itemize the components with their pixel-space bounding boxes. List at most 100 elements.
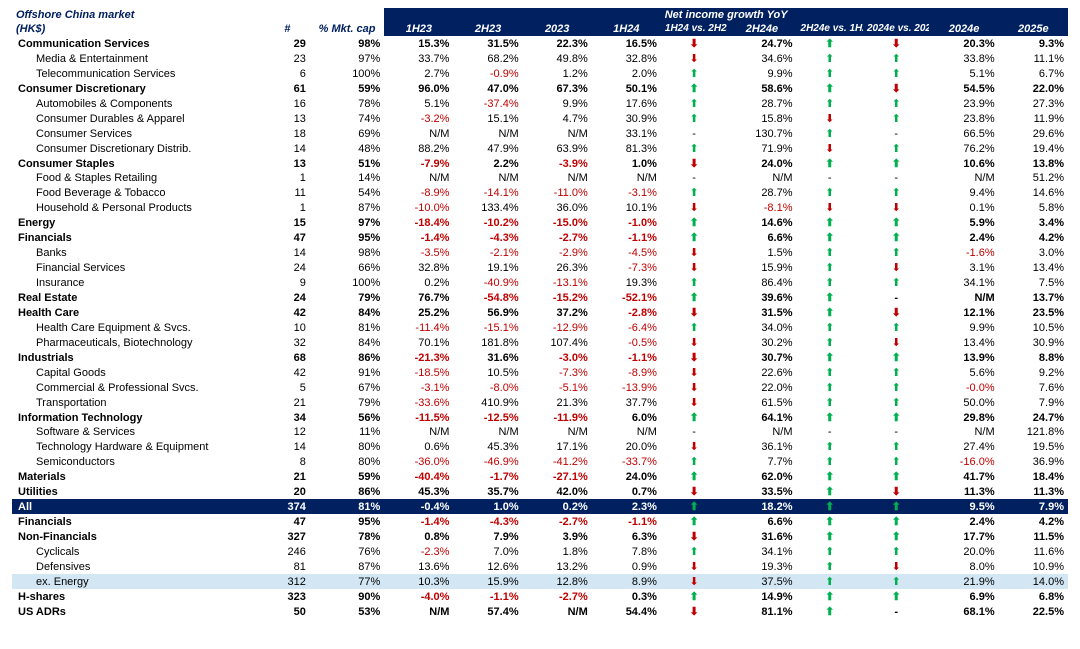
cell-arrow: ⬆ <box>797 230 863 245</box>
cell: 31.5% <box>727 305 796 320</box>
arrow-down-icon: ⬇ <box>892 202 901 214</box>
cell: 24.7% <box>727 36 796 51</box>
cell-arrow: ⬇ <box>661 335 727 350</box>
cell-arrow: ⬆ <box>797 499 863 514</box>
cell-arrow: ⬆ <box>797 96 863 111</box>
cell: 20.0% <box>592 439 661 454</box>
cell: 50.0% <box>929 395 998 410</box>
cell-n: 50 <box>265 604 310 619</box>
cell-arrow: ⬆ <box>661 499 727 514</box>
cell-arrow: ⬆ <box>863 589 929 604</box>
cell: -1.6% <box>929 245 998 260</box>
cell: 22.6% <box>727 365 796 380</box>
cell: 9.2% <box>999 365 1068 380</box>
arrow-up-icon: ⬆ <box>825 262 834 274</box>
cell-arrow: ⬆ <box>797 290 863 305</box>
cell-arrow: ⬆ <box>661 469 727 484</box>
cell-arrow: ⬇ <box>661 529 727 544</box>
cell: 0.9% <box>592 559 661 574</box>
table-row: Consumer Services1869%N/MN/MN/M33.1%-130… <box>12 126 1068 141</box>
table-row: Cyclicals24676%-2.3%7.0%1.8%7.8%⬆34.1%⬆⬆… <box>12 544 1068 559</box>
arrow-up-icon: ⬆ <box>690 277 699 289</box>
row-name: ex. Energy <box>12 574 265 589</box>
cell: N/M <box>523 171 592 185</box>
cell-arrow: ⬆ <box>661 275 727 290</box>
cell: N/M <box>929 290 998 305</box>
row-name: Commercial & Professional Svcs. <box>12 380 265 395</box>
arrow-up-icon: ⬆ <box>690 217 699 229</box>
cell: 7.5% <box>999 275 1068 290</box>
arrow-down-icon: ⬇ <box>690 576 699 588</box>
dash-icon: - <box>894 172 898 184</box>
cell: 31.6% <box>727 529 796 544</box>
cell: 36.0% <box>523 200 592 215</box>
arrow-down-icon: ⬇ <box>690 158 699 170</box>
cell: 29.8% <box>929 410 998 425</box>
cell: N/M <box>523 604 592 619</box>
cell: -40.9% <box>453 275 522 290</box>
cell: 3.1% <box>929 260 998 275</box>
cell-arrow: ⬆ <box>661 290 727 305</box>
arrow-up-icon: ⬆ <box>892 187 901 199</box>
cell: -4.5% <box>592 245 661 260</box>
cell: -1.4% <box>384 230 453 245</box>
cell-n: 14 <box>265 245 310 260</box>
cell: -2.7% <box>523 514 592 529</box>
col-2h23: 2H23 <box>453 22 522 36</box>
cell-arrow: ⬆ <box>797 574 863 589</box>
cell-arrow: ⬆ <box>661 96 727 111</box>
cell: 50.1% <box>592 81 661 96</box>
table-row: Semiconductors880%-36.0%-46.9%-41.2%-33.… <box>12 454 1068 469</box>
cell-arrow: ⬇ <box>661 36 727 51</box>
cell: -6.4% <box>592 320 661 335</box>
cell-mkt: 56% <box>310 410 384 425</box>
cell: 5.9% <box>929 215 998 230</box>
row-name: Materials <box>12 469 265 484</box>
cell: 9.4% <box>929 185 998 200</box>
cell: 17.1% <box>523 439 592 454</box>
cell-arrow: ⬆ <box>797 320 863 335</box>
table-row: Real Estate2479%76.7%-54.8%-15.2%-52.1%⬆… <box>12 290 1068 305</box>
cell: 10.9% <box>999 559 1068 574</box>
cell-mkt: 66% <box>310 260 384 275</box>
cell: 18.2% <box>727 499 796 514</box>
arrow-up-icon: ⬆ <box>825 516 834 528</box>
cell: 15.3% <box>384 36 453 51</box>
arrow-up-icon: ⬆ <box>825 307 834 319</box>
cell-mkt: 53% <box>310 604 384 619</box>
cell: 19.5% <box>999 439 1068 454</box>
row-name: Food Beverage & Tobacco <box>12 185 265 200</box>
cell: N/M <box>523 425 592 439</box>
cell-arrow: ⬆ <box>797 410 863 425</box>
cell: 4.7% <box>523 111 592 126</box>
arrow-up-icon: ⬆ <box>690 83 699 95</box>
arrow-down-icon: ⬇ <box>825 113 834 125</box>
cell-arrow: ⬇ <box>661 559 727 574</box>
cell-arrow: ⬆ <box>797 589 863 604</box>
cell: -37.4% <box>453 96 522 111</box>
table-row: Pharmaceuticals, Biotechnology3284%70.1%… <box>12 335 1068 350</box>
cell-arrow: ⬆ <box>863 215 929 230</box>
cell: 11.5% <box>999 529 1068 544</box>
cell-arrow: ⬇ <box>863 484 929 499</box>
cell: 2.4% <box>929 514 998 529</box>
row-name: Media & Entertainment <box>12 51 265 66</box>
cell: 31.6% <box>453 350 522 365</box>
cell: 7.9% <box>999 395 1068 410</box>
cell: 23.5% <box>999 305 1068 320</box>
cell: 13.7% <box>999 290 1068 305</box>
cell: N/M <box>929 171 998 185</box>
cell-n: 14 <box>265 141 310 156</box>
table-row: Communication Services2998%15.3%31.5%22.… <box>12 36 1068 51</box>
cell: 24.7% <box>999 410 1068 425</box>
cell-mkt: 98% <box>310 36 384 51</box>
cell: 28.7% <box>727 185 796 200</box>
cell: 0.8% <box>384 529 453 544</box>
cell-n: 42 <box>265 305 310 320</box>
cell-n: 1 <box>265 200 310 215</box>
cell: 5.8% <box>999 200 1068 215</box>
cell-n: 374 <box>265 499 310 514</box>
cell-arrow: ⬇ <box>863 81 929 96</box>
cell: 36.9% <box>999 454 1068 469</box>
cell: 15.9% <box>453 574 522 589</box>
